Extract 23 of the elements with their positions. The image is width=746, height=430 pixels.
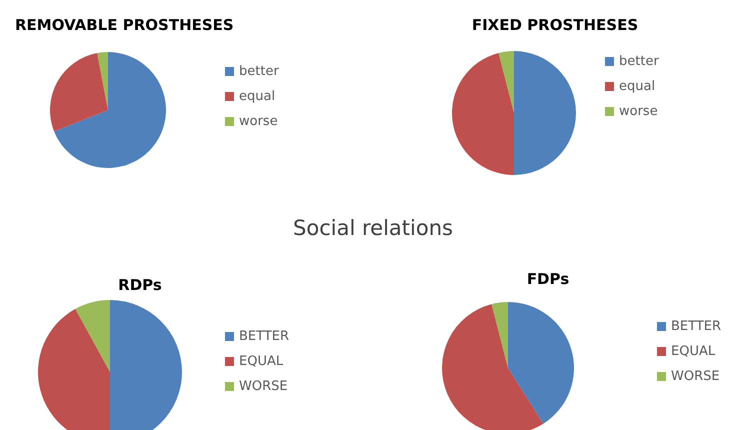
legend-label: worse bbox=[619, 104, 658, 119]
legend-label: EQUAL bbox=[671, 344, 716, 359]
legend-label: equal bbox=[619, 79, 656, 94]
pie-slice bbox=[514, 51, 576, 175]
legend-label: BETTER bbox=[239, 329, 290, 344]
legend-label: better bbox=[619, 54, 660, 69]
pie-slice bbox=[452, 52, 514, 175]
legend-label: WORSE bbox=[239, 379, 288, 394]
chart-title: FIXED PROSTHESES bbox=[472, 16, 638, 34]
legend-label: BETTER bbox=[671, 319, 722, 334]
legend-label: better bbox=[239, 64, 280, 79]
legend-label: WORSE bbox=[671, 369, 720, 384]
pie-slice bbox=[97, 52, 108, 110]
legend-label: worse bbox=[239, 114, 278, 129]
pie-slice bbox=[498, 51, 514, 113]
legend-label: equal bbox=[239, 89, 276, 104]
chart-title: FDPs bbox=[526, 270, 570, 288]
text: Social relations bbox=[293, 216, 453, 240]
pie-slice bbox=[50, 53, 108, 132]
chart-title: REMOVABLE PROSTHESES bbox=[15, 16, 234, 34]
pie-slice bbox=[54, 52, 166, 168]
chart-title: RDPs bbox=[118, 276, 162, 294]
legend-label: EQUAL bbox=[239, 354, 284, 369]
